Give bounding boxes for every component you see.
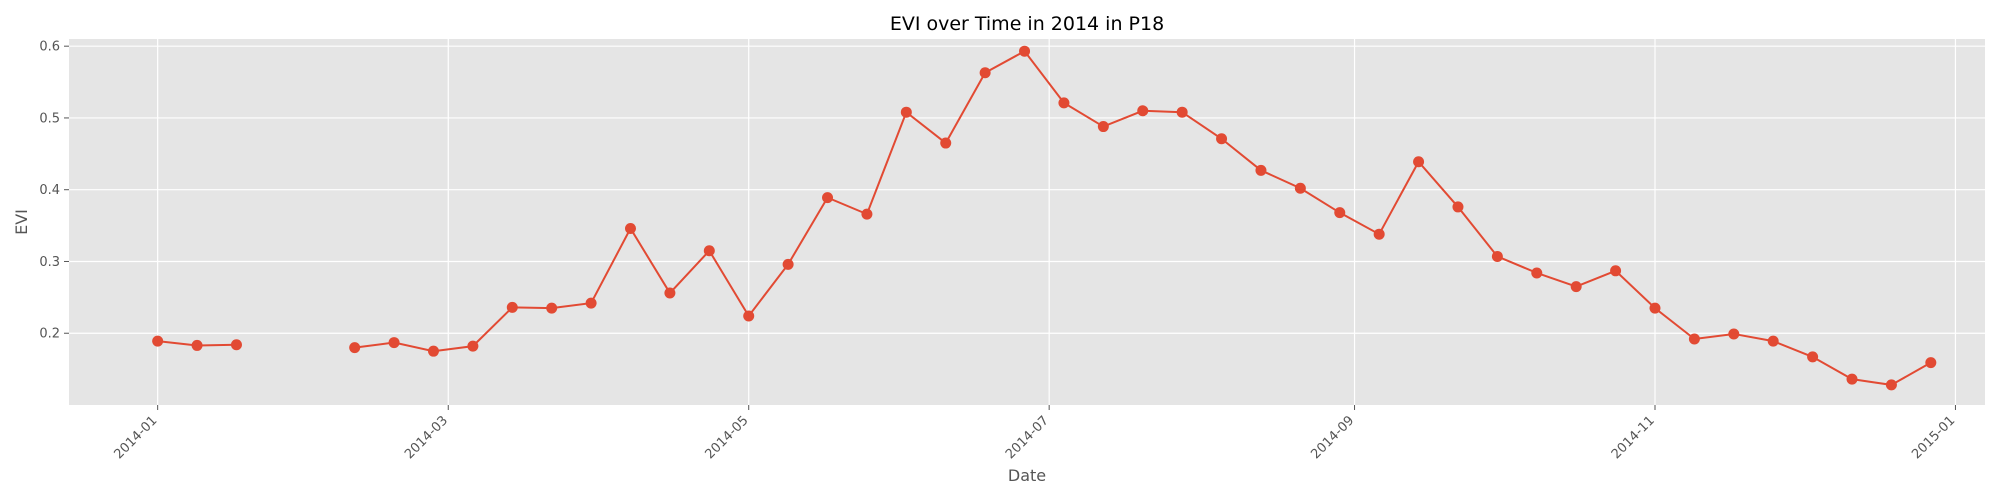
data-point	[1767, 335, 1779, 347]
data-point	[1334, 207, 1346, 219]
x-tick-label: 2014-11	[1609, 413, 1658, 462]
data-point	[1688, 333, 1700, 345]
data-point	[1846, 373, 1858, 385]
data-point	[900, 106, 912, 118]
data-point	[979, 67, 991, 79]
y-tick-label: 0.4	[39, 183, 60, 198]
data-point	[191, 339, 203, 351]
data-point	[467, 340, 479, 352]
data-point	[1176, 106, 1188, 118]
data-point	[230, 339, 242, 351]
data-point	[625, 222, 637, 234]
data-point	[1294, 182, 1306, 194]
data-point	[703, 245, 715, 257]
data-point	[1255, 164, 1267, 176]
data-point	[585, 297, 597, 309]
series-evi	[152, 45, 1937, 391]
data-point	[1058, 97, 1070, 109]
y-tick-label: 0.3	[39, 255, 60, 270]
data-point	[1925, 357, 1937, 369]
data-point	[1373, 228, 1385, 240]
x-tick-label: 2014-03	[402, 413, 451, 462]
y-axis-label: EVI	[12, 209, 31, 235]
data-point	[506, 301, 518, 313]
data-point	[1570, 281, 1582, 293]
data-point	[1807, 351, 1819, 363]
data-point	[1097, 121, 1109, 133]
data-point	[152, 335, 164, 347]
data-point	[822, 192, 834, 204]
x-tick-label: 2015-01	[1909, 413, 1958, 462]
data-point	[1452, 201, 1464, 213]
data-point	[664, 287, 676, 299]
y-tick-label: 0.2	[39, 327, 60, 342]
data-point	[1216, 133, 1228, 145]
data-point	[1137, 105, 1149, 117]
y-axis-ticks: 0.2 0.3 0.4 0.5 0.6	[39, 40, 69, 342]
data-point	[1491, 250, 1503, 262]
data-point	[349, 342, 361, 354]
data-point	[782, 258, 794, 270]
x-axis-ticks: 2014-01 2014-03 2014-05 2014-07 2014-09 2014-…	[111, 405, 1958, 462]
x-tick-label: 2014-09	[1308, 413, 1357, 462]
data-point	[1413, 156, 1425, 168]
data-point	[546, 302, 558, 314]
chart-title: EVI over Time in 2014 in P18	[890, 13, 1164, 35]
data-point	[1019, 45, 1031, 57]
data-point	[1531, 267, 1543, 279]
x-tick-label: 2014-07	[1003, 413, 1052, 462]
data-point	[427, 345, 439, 357]
y-tick-label: 0.5	[39, 111, 60, 126]
data-point	[743, 310, 755, 322]
x-axis-label: Date	[1008, 466, 1046, 485]
data-point	[1728, 328, 1740, 340]
grid	[69, 39, 1985, 405]
data-point	[1649, 302, 1661, 314]
y-tick-label: 0.6	[39, 40, 60, 55]
data-point	[1610, 265, 1622, 277]
data-point	[861, 208, 873, 220]
data-point	[940, 137, 952, 149]
data-point	[388, 337, 400, 349]
x-tick-label: 2014-05	[703, 413, 752, 462]
x-tick-label: 2014-01	[111, 413, 160, 462]
data-point	[1885, 379, 1897, 391]
